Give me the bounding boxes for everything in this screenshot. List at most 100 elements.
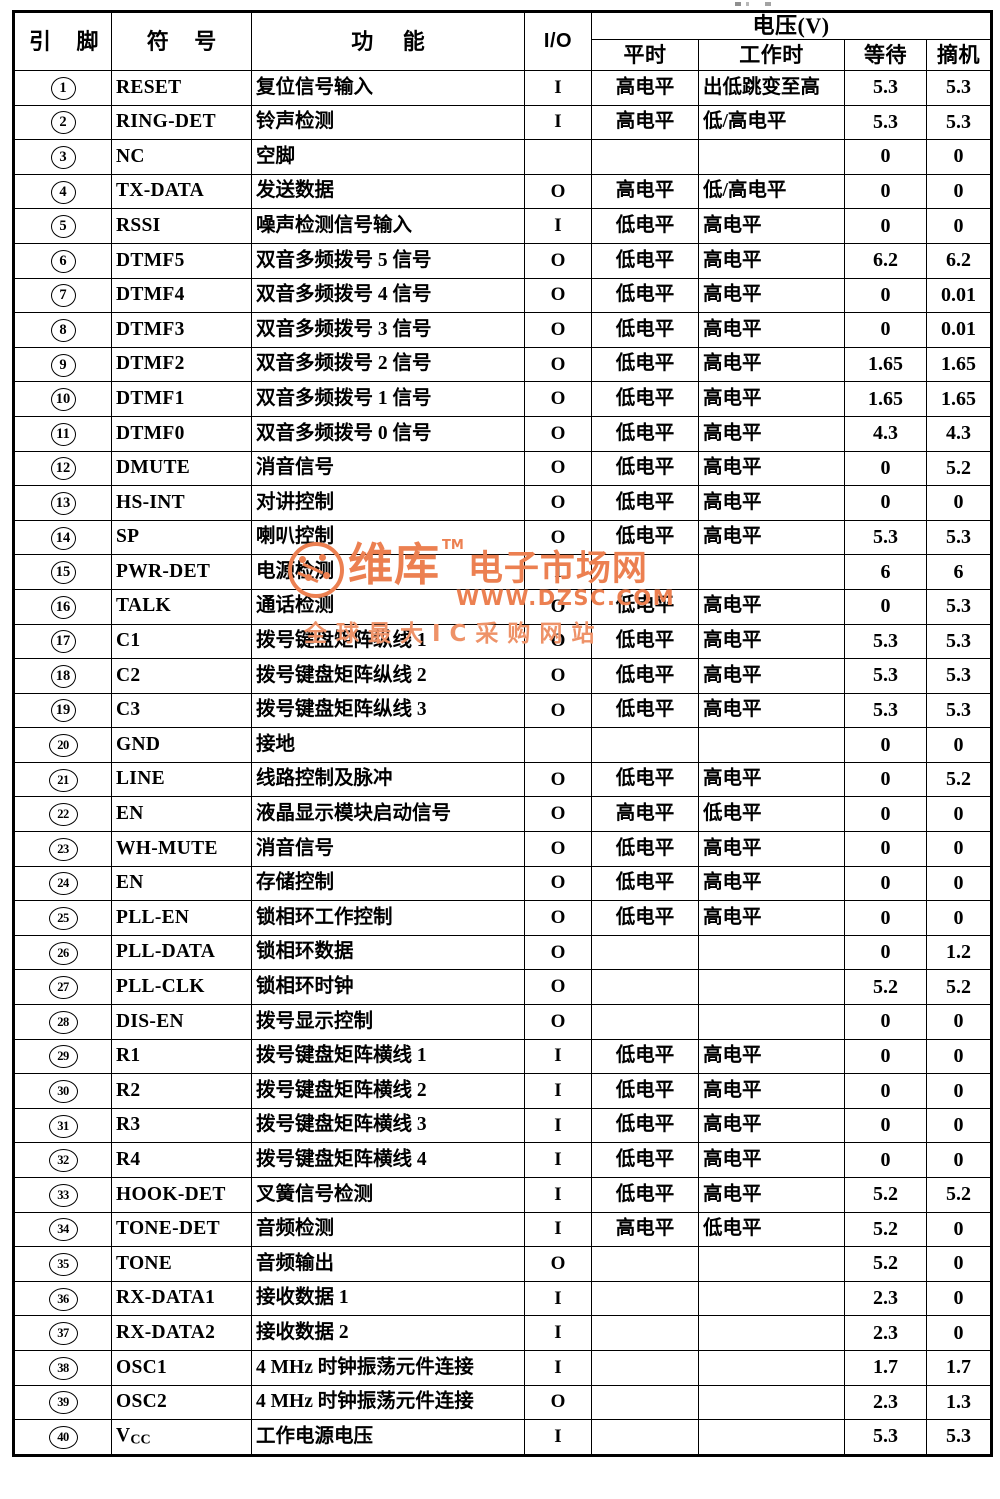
- cell-working: 高电平: [698, 346, 845, 383]
- cell-pin-number: 16: [13, 588, 112, 625]
- cell-waiting: 0: [844, 139, 927, 175]
- cell-working: 高电平: [698, 519, 845, 556]
- cell-working: [698, 1280, 845, 1317]
- cell-function: 4 MHz 时钟振荡元件连接: [251, 1349, 525, 1386]
- cell-io: I: [524, 1177, 592, 1213]
- cell-offhook: 5.2: [925, 969, 993, 1006]
- cell-waiting: 0: [844, 1142, 927, 1178]
- cell-symbol: HS-INT: [111, 485, 252, 521]
- cell-function: 接收数据 1: [251, 1280, 525, 1317]
- cell-symbol: PLL-CLK: [111, 969, 252, 1006]
- cell-offhook: 1.3: [925, 1384, 993, 1421]
- cell-waiting: 0: [844, 588, 927, 625]
- cell-working: [698, 727, 845, 763]
- cell-io: I: [524, 1142, 592, 1178]
- cell-offhook: 1.65: [925, 346, 993, 383]
- cell-idle: 低电平: [591, 658, 699, 694]
- table-row: 8 DTMF3 双音多频拨号 3 信号 O 低电平 高电平 0 0.01: [13, 312, 993, 348]
- circled-number: 23: [48, 837, 78, 861]
- cell-offhook: 4.3: [925, 415, 993, 452]
- table-row: 25 PLL-EN 锁相环工作控制 O 低电平 高电平 0 0: [13, 900, 993, 936]
- cell-offhook: 1.65: [925, 381, 993, 417]
- table-row: 23 WH-MUTE 消音信号 O 低电平 高电平 0 0: [13, 831, 993, 867]
- cell-idle: 低电平: [591, 346, 699, 383]
- table-row: 24 EN 存储控制 O 低电平 高电平 0 0: [13, 865, 993, 902]
- cell-offhook: 0: [925, 139, 993, 175]
- cell-io: [524, 727, 592, 763]
- table-row: 36 RX-DATA1 接收数据 1 I 2.3 0: [13, 1280, 993, 1317]
- cell-io: O: [524, 658, 592, 694]
- cell-symbol: RX-DATA1: [111, 1280, 252, 1317]
- cell-working: [698, 1419, 845, 1456]
- circled-number: 40: [48, 1425, 78, 1449]
- cell-waiting: 0: [844, 485, 927, 521]
- cell-idle: 高电平: [591, 796, 699, 833]
- cell-symbol: TALK: [111, 588, 252, 625]
- cell-pin-number: 9: [13, 346, 112, 383]
- cell-working: 高电平: [698, 692, 845, 729]
- cell-symbol: PWR-DET: [111, 554, 252, 590]
- circled-number: 30: [48, 1080, 78, 1104]
- cell-waiting: 5.2: [844, 1246, 927, 1282]
- cell-offhook: 0.01: [925, 312, 993, 348]
- cell-symbol: R2: [111, 1073, 252, 1109]
- circled-number: 37: [48, 1322, 78, 1346]
- cell-working: 高电平: [698, 208, 845, 244]
- circled-number: 9: [50, 353, 76, 377]
- cell-pin-number: 30: [13, 1073, 112, 1109]
- table-row: 5 RSSI 噪声检测信号输入 I 低电平 高电平 0 0: [13, 208, 993, 244]
- cell-function: 锁相环时钟: [251, 969, 525, 1006]
- circled-number: 22: [48, 803, 78, 827]
- cell-offhook: 0: [925, 831, 993, 867]
- cell-working: 高电平: [698, 277, 845, 314]
- cell-symbol: C2: [111, 658, 252, 694]
- cell-pin-number: 37: [13, 1315, 112, 1351]
- header-io: I/O: [524, 11, 592, 71]
- cell-function: 工作电源电压: [251, 1419, 525, 1456]
- cell-offhook: 6: [925, 554, 993, 590]
- table-row: 7 DTMF4 双音多频拨号 4 信号 O 低电平 高电平 0 0.01: [13, 277, 993, 314]
- table-row: 30 R2 拨号键盘矩阵横线 2 I 低电平 高电平 0 0: [13, 1073, 993, 1109]
- circled-number: 6: [50, 249, 76, 273]
- header-offhook: 摘机: [925, 39, 993, 71]
- circled-number: 17: [50, 630, 76, 654]
- cell-offhook: 5.3: [925, 588, 993, 625]
- table-row: 18 C2 拨号键盘矩阵纵线 2 O 低电平 高电平 5.3 5.3: [13, 658, 993, 694]
- cell-pin-number: 7: [13, 277, 112, 314]
- cell-waiting: 0: [844, 900, 927, 936]
- cell-offhook: 0: [925, 1073, 993, 1109]
- circled-number: 1: [50, 76, 76, 100]
- cell-working: 高电平: [698, 1073, 845, 1109]
- cell-pin-number: 22: [13, 796, 112, 833]
- cell-idle: 低电平: [591, 1073, 699, 1109]
- cell-io: I: [524, 1419, 592, 1456]
- table-row: 4 TX-DATA 发送数据 O 高电平 低/高电平 0 0: [13, 173, 993, 210]
- cell-offhook: 0: [925, 1107, 993, 1144]
- cell-io: O: [524, 623, 592, 660]
- cell-symbol: RX-DATA2: [111, 1315, 252, 1351]
- cell-io: I: [524, 1038, 592, 1075]
- circled-number: 27: [48, 976, 78, 1000]
- cell-pin-number: 38: [13, 1349, 112, 1386]
- cell-idle: 低电平: [591, 242, 699, 279]
- cell-symbol: DIS-EN: [111, 1004, 252, 1040]
- table-row: 37 RX-DATA2 接收数据 2 I 2.3 0: [13, 1315, 993, 1351]
- circled-number: 35: [48, 1252, 78, 1276]
- cell-io: O: [524, 1384, 592, 1421]
- cell-pin-number: 23: [13, 831, 112, 867]
- cell-io: I: [524, 1280, 592, 1317]
- cell-function: 拨号键盘矩阵纵线 1: [251, 623, 525, 660]
- cell-working: 高电平: [698, 623, 845, 660]
- cell-working: [698, 1349, 845, 1386]
- cell-io: I: [524, 554, 592, 590]
- cell-idle: [591, 934, 699, 971]
- cell-idle: 高电平: [591, 70, 699, 106]
- cell-offhook: 5.2: [925, 450, 993, 487]
- cell-function: 双音多频拨号 4 信号: [251, 277, 525, 314]
- cell-io: I: [524, 1349, 592, 1386]
- cell-waiting: 0: [844, 761, 927, 798]
- cell-function: 线路控制及脉冲: [251, 761, 525, 798]
- cell-function: 电源检测: [251, 554, 525, 590]
- cell-waiting: 0: [844, 312, 927, 348]
- circled-number: 4: [50, 180, 76, 204]
